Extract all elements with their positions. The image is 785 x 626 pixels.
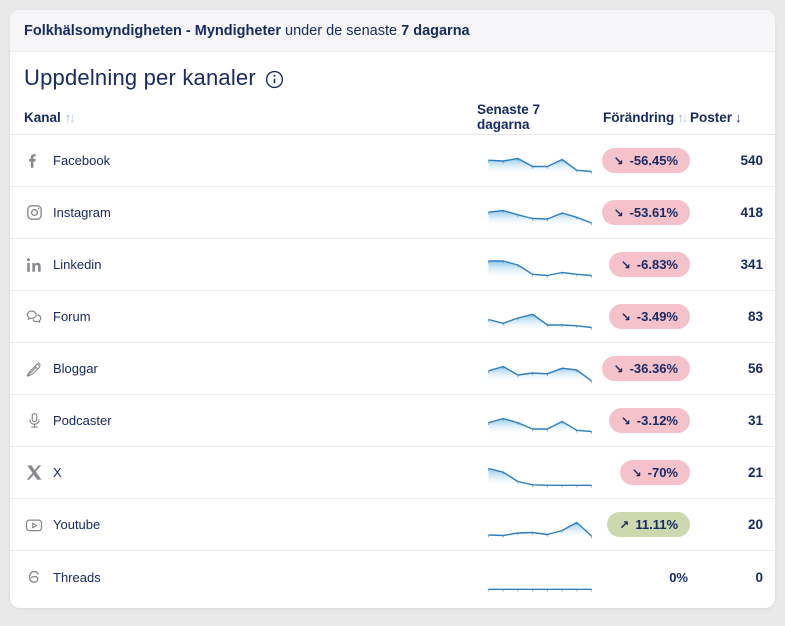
x-icon	[24, 463, 44, 483]
sort-arrows-icon: ↑↓	[677, 109, 688, 125]
column-label: Förändring	[603, 109, 675, 125]
posts-count: 540	[740, 153, 763, 168]
posts-count: 20	[747, 517, 763, 532]
table-body: Facebook ↘ -56.45% 540 Instagram ↘ -53.61%…	[10, 135, 775, 603]
trend-arrow-icon: ↘	[613, 361, 624, 376]
change-badge: 0%	[669, 569, 688, 585]
info-icon[interactable]	[265, 70, 284, 89]
posts-count: 21	[747, 465, 763, 480]
channels-card: Folkhälsomyndigheten - Myndigheter under…	[10, 10, 775, 608]
trend-arrow-icon: ↗	[619, 517, 630, 532]
table-row-forum[interactable]: Forum ↘ -3.49% 83	[10, 291, 775, 343]
table-row-podcaster[interactable]: Podcaster ↘ -3.12% 31	[10, 395, 775, 447]
page-title: Uppdelning per kanaler	[24, 65, 256, 90]
channel-label: Youtube	[53, 517, 101, 532]
microphone-icon	[24, 411, 44, 431]
instagram-icon	[24, 203, 44, 223]
table-row-threads[interactable]: Threads 0% 0	[10, 551, 775, 603]
channel-label: Facebook	[53, 153, 111, 168]
column-header-kanal[interactable]: Kanal ↑↓	[24, 110, 477, 125]
threads-icon	[24, 567, 44, 587]
blog-pen-icon	[24, 359, 44, 379]
column-header-senaste-7-dagarna: Senaste 7 dagarna	[477, 102, 595, 132]
table-header: Kanal ↑↓ Senaste 7 dagarna Förändring ↑↓…	[10, 100, 775, 135]
posts-count: 418	[740, 205, 763, 220]
sparkline-chart	[487, 146, 593, 176]
facebook-icon	[24, 151, 44, 171]
sparkline-chart	[487, 562, 593, 592]
channel-label: Podcaster	[53, 413, 112, 428]
sparkline-chart	[487, 302, 593, 332]
report-title: Folkhälsomyndigheten - Myndigheter	[24, 22, 281, 39]
table-row-instagram[interactable]: Instagram ↘ -53.61% 418	[10, 187, 775, 239]
table-row-bloggar[interactable]: Bloggar ↘ -36.36% 56	[10, 343, 775, 395]
channel-label: Instagram	[53, 205, 111, 220]
column-header-forandring[interactable]: Förändring ↑↓	[595, 110, 690, 125]
table-row-x[interactable]: X ↘ -70% 21	[10, 447, 775, 499]
posts-count: 341	[740, 257, 763, 272]
posts-count: 83	[747, 309, 763, 324]
change-badge: ↘ -3.12%	[608, 408, 690, 433]
sparkline-chart	[487, 458, 593, 488]
table-row-facebook[interactable]: Facebook ↘ -56.45% 540	[10, 135, 775, 187]
column-label: Kanal	[24, 109, 61, 125]
sort-arrows-icon: ↑↓	[64, 109, 76, 125]
column-label: Poster	[690, 109, 733, 125]
trend-arrow-icon: ↘	[620, 413, 631, 428]
channel-label: Forum	[53, 309, 91, 324]
change-badge: ↘ -56.45%	[601, 148, 690, 173]
table-row-linkedin[interactable]: Linkedin ↘ -6.83% 341	[10, 239, 775, 291]
linkedin-icon	[24, 255, 44, 275]
column-header-poster[interactable]: Poster ↓	[690, 110, 763, 125]
report-header: Folkhälsomyndigheten - Myndigheter under…	[10, 10, 775, 52]
posts-count: 31	[747, 413, 763, 428]
sparkline-chart	[487, 250, 593, 280]
change-badge: ↗ 11.11%	[607, 512, 690, 537]
trend-arrow-icon: ↘	[620, 257, 631, 272]
posts-count: 0	[755, 569, 763, 585]
change-badge: ↘ -53.61%	[601, 200, 690, 225]
report-subtitle: under de senaste	[281, 22, 402, 39]
change-badge: ↘ -6.83%	[608, 252, 690, 277]
sparkline-chart	[487, 406, 593, 436]
channel-label: Bloggar	[53, 361, 98, 376]
forum-chat-bubbles-icon	[24, 307, 44, 327]
sparkline-chart	[487, 510, 593, 540]
table-row-youtube[interactable]: Youtube ↗ 11.11% 20	[10, 499, 775, 551]
sparkline-chart	[487, 198, 593, 228]
channel-label: Threads	[53, 569, 101, 585]
channel-label: Linkedin	[53, 257, 102, 272]
trend-arrow-icon: ↘	[631, 465, 642, 480]
sort-arrow-active-icon: ↓	[735, 109, 742, 125]
channel-label: X	[53, 465, 62, 480]
youtube-icon	[24, 515, 44, 535]
trend-arrow-icon: ↘	[620, 309, 631, 324]
column-label: Senaste 7 dagarna	[477, 102, 541, 132]
trend-arrow-icon: ↘	[613, 153, 624, 168]
change-badge: ↘ -36.36%	[601, 356, 690, 381]
sparkline-chart	[487, 354, 593, 384]
change-badge: ↘ -3.49%	[608, 304, 690, 329]
posts-count: 56	[747, 361, 763, 376]
change-badge: ↘ -70%	[619, 460, 690, 485]
report-period: 7 dagarna	[401, 22, 470, 39]
trend-arrow-icon: ↘	[613, 205, 624, 220]
